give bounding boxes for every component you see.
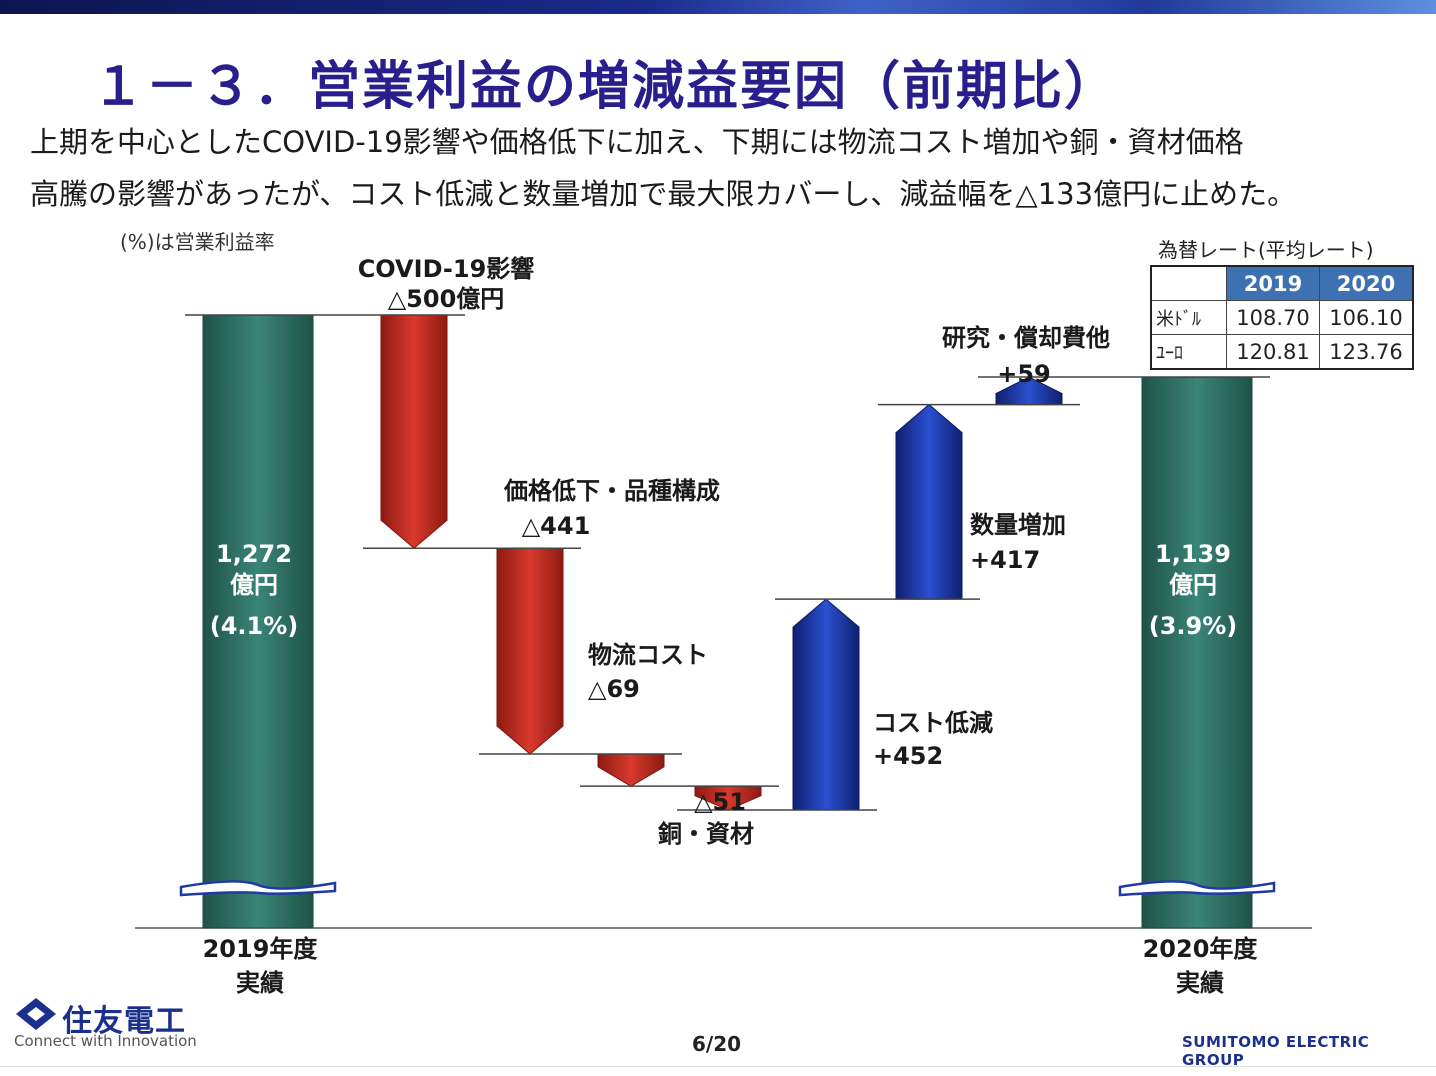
group-name: SUMITOMO ELECTRIC GROUP xyxy=(1182,1033,1370,1069)
delta-name-label: 数量増加 xyxy=(970,511,1066,539)
delta-value-label: △51 xyxy=(694,788,746,816)
fx-row-label: 米ﾄﾞﾙ xyxy=(1150,300,1227,335)
delta-name-label: 価格低下・品種構成 xyxy=(503,477,720,505)
axis-break-mark xyxy=(179,880,337,897)
fx-row-usd: 米ﾄﾞﾙ 108.70 106.10 xyxy=(1150,300,1414,335)
x-tick-label: 実績 xyxy=(236,969,284,997)
decrease-arrow-bar xyxy=(496,547,564,755)
increase-arrow-bar xyxy=(895,403,963,600)
company-name: 住友電工 xyxy=(62,1004,186,1039)
company-tagline: Connect with Innovation xyxy=(14,1032,197,1050)
fx-cell: 106.10 xyxy=(1319,300,1414,335)
x-tick-label: 2020年度 xyxy=(1143,935,1259,963)
delta-name-label: 研究・償却費他 xyxy=(942,324,1110,352)
margin-note: (%)は営業利益率 xyxy=(120,230,275,254)
fx-cell: 108.70 xyxy=(1226,300,1320,335)
total-bar xyxy=(1141,376,1253,929)
axis-break-mark xyxy=(1118,880,1276,897)
fx-row-label: ﾕｰﾛ xyxy=(1150,334,1227,370)
delta-value-label: +59 xyxy=(997,360,1051,388)
bottom-divider xyxy=(0,1066,1436,1067)
x-tick-label: 実績 xyxy=(1176,969,1224,997)
header-band xyxy=(0,0,1436,14)
delta-value-label: △69 xyxy=(588,675,640,703)
slide-subtitle: 上期を中心としたCOVID-19影響や価格低下に加え、下期には物流コスト増加や銅… xyxy=(30,116,1430,220)
fx-header-2019: 2019 xyxy=(1226,265,1320,301)
total-value-label: 1,272 xyxy=(216,540,292,568)
fx-row-eur: ﾕｰﾛ 120.81 123.76 xyxy=(1150,334,1414,370)
decrease-arrow-bar xyxy=(597,753,665,787)
total-value-label: 1,139 xyxy=(1155,540,1231,568)
total-unit-label: 億円 xyxy=(1169,571,1217,599)
decrease-arrow-bar xyxy=(380,314,448,549)
increase-arrow-bar xyxy=(792,598,860,811)
fx-header-2020: 2020 xyxy=(1319,265,1414,301)
delta-value-label: +417 xyxy=(970,546,1040,574)
delta-value-label: △500億円 xyxy=(388,285,505,313)
fx-cell: 120.81 xyxy=(1226,334,1320,370)
fx-table: 2019 2020 米ﾄﾞﾙ 108.70 106.10 ﾕｰﾛ 120.81 … xyxy=(1150,265,1414,370)
logo-icon xyxy=(14,996,58,1036)
delta-name-label: 物流コスト xyxy=(588,641,708,669)
page-number: 6/20 xyxy=(692,1032,742,1056)
delta-value-label: +452 xyxy=(873,742,943,770)
slide-title: １－３．営業利益の増減益要因（前期比） xyxy=(92,57,1119,117)
subtitle-line-1: 上期を中心としたCOVID-19影響や価格低下に加え、下期には物流コスト増加や銅… xyxy=(30,125,1244,159)
delta-name-label: COVID-19影響 xyxy=(358,255,535,283)
fx-cell: 123.76 xyxy=(1319,334,1414,370)
delta-name-label: 銅・資材 xyxy=(658,820,754,848)
delta-name-label: コスト低減 xyxy=(873,709,993,737)
total-margin-label: (3.9%) xyxy=(1149,612,1238,640)
delta-value-label: △441 xyxy=(522,512,591,540)
x-tick-label: 2019年度 xyxy=(203,935,319,963)
fx-table-title: 為替レート(平均レート) xyxy=(1158,238,1374,262)
total-margin-label: (4.1%) xyxy=(210,612,299,640)
total-unit-label: 億円 xyxy=(230,571,278,599)
subtitle-line-2: 高騰の影響があったが、コスト低減と数量増加で最大限カバーし、減益幅を△133億円… xyxy=(30,177,1297,211)
total-bar xyxy=(202,314,314,929)
